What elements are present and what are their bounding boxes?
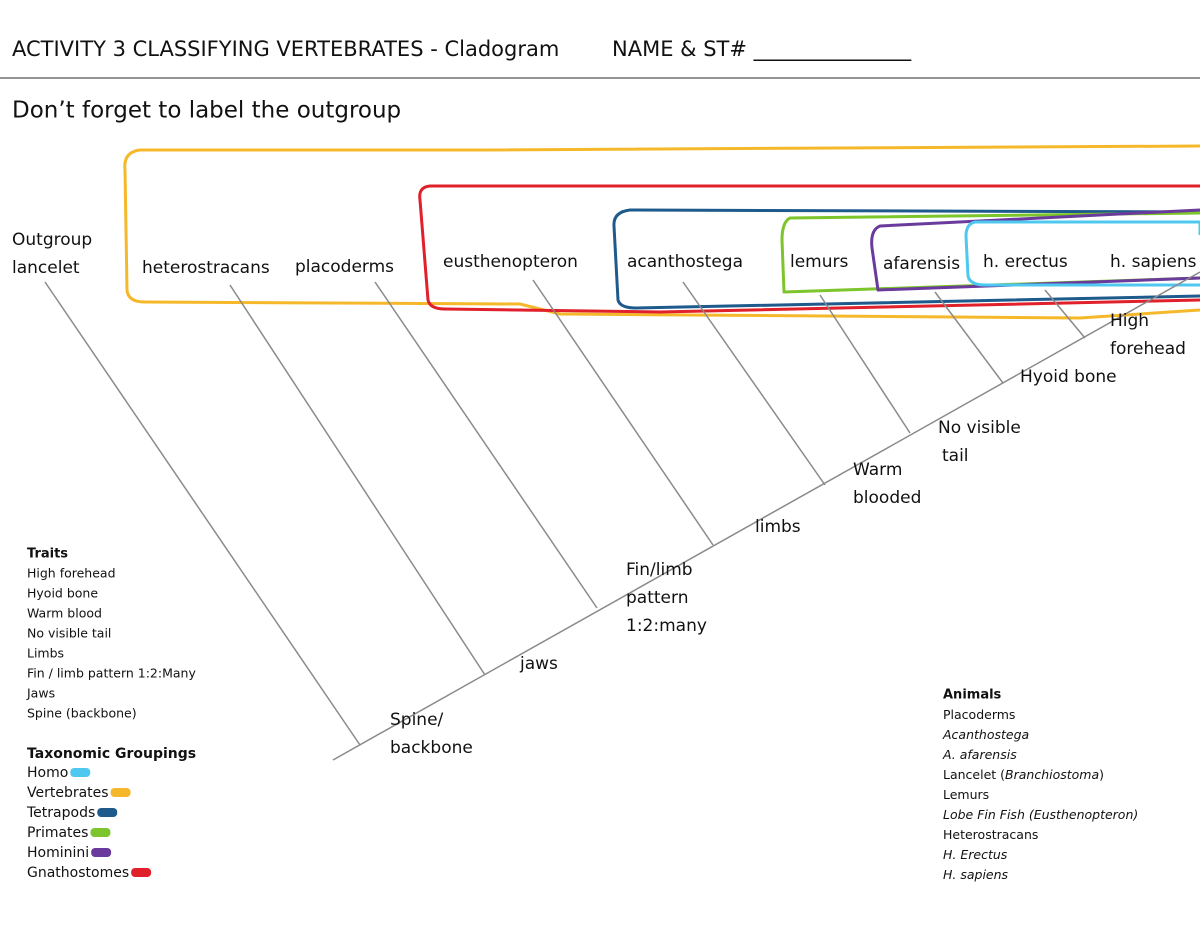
vertebrates-loop [123,144,1200,320]
trait-label: pattern [626,588,688,608]
animal-text: H. Erectus [943,847,1008,862]
taxon-label: placoderms [295,257,394,277]
tetrapods-loop [612,208,1200,310]
animal-item: Heterostracans [943,827,1038,842]
grouping-item: Hominini [27,845,89,861]
taxon-label: lemurs [790,252,849,272]
taxon-label: eusthenopteron [443,252,578,272]
taxon-label: acanthostega [627,252,743,272]
animal-item: Lobe Fin Fish (Eusthenopteron) [943,807,1138,822]
animal-text: Acanthostega [942,727,1029,742]
animal-item: Acanthostega [942,727,1029,742]
animal-item: Placoderms [943,707,1015,722]
key-item: Limbs [27,646,64,661]
animal-text: Lobe Fin Fish (Eusthenopteron) [943,807,1138,822]
grouping-item: Gnathostomes [27,865,129,881]
animal-item: A. afarensis [942,747,1017,762]
key-title: Traits [27,547,68,562]
taxon-label: h. erectus [983,252,1068,272]
trait-label: forehead [1110,339,1186,359]
instruction: Don’t forget to label the outgroup [12,98,401,124]
animal-text: Placoderms [943,707,1015,722]
trait-label: blooded [853,488,921,508]
trait-label: Spine/ [390,710,444,730]
grouping-swatch [97,808,118,817]
key-item: High forehead [27,566,116,581]
animal-item: H. sapiens [943,867,1009,882]
branch [682,281,826,486]
main-axis [332,271,1200,761]
hominini-loop [870,208,1200,292]
key-item: Fin / limb pattern 1:2:Many [27,666,196,681]
animal-text: Branchiostoma [1005,767,1099,782]
branch [229,284,486,676]
animal-text: ) [1099,767,1104,782]
taxon-label: heterostracans [142,258,270,278]
outgroup-label: Outgroup [12,230,92,250]
animal-item: H. Erectus [943,847,1008,862]
gnathostomes-loop [418,184,1200,314]
trait-label: Hyoid bone [1020,367,1117,387]
grouping-item: Tetrapods [26,805,95,821]
key-item: Warm blood [27,606,102,621]
branch [532,279,714,546]
trait-label: backbone [390,738,473,758]
branch [44,281,361,746]
trait-label: 1:2:many [626,616,707,636]
trait-label: tail [942,446,969,466]
branch [934,291,1004,384]
outgroup-label: lancelet [12,258,80,278]
trait-label: limbs [755,517,801,537]
key-item: Hyoid bone [27,586,98,601]
key-title: Taxonomic Groupings [27,746,196,762]
branch [374,281,598,609]
animal-text: Lancelet ( [943,767,1005,782]
grouping-item: Vertebrates [27,785,109,801]
animal-text: Lemurs [943,787,989,802]
primates-loop [780,211,1200,294]
taxon-label: h. sapiens [1110,252,1197,272]
trait-label: High [1110,311,1149,331]
grouping-swatch [70,768,91,777]
key-item: No visible tail [27,626,111,641]
grouping-swatch [131,868,152,877]
grouping-swatch [91,848,112,857]
grouping-swatch [90,828,111,837]
taxon-label: afarensis [883,254,960,274]
homo-loop [964,220,1200,287]
grouping-item: Homo [27,765,68,781]
key-item: Jaws [26,686,55,701]
branch [1044,289,1086,339]
animal-text: Heterostracans [943,827,1038,842]
animal-text: H. sapiens [943,867,1009,882]
trait-label: Warm [853,460,902,480]
trait-label: Fin/limb [626,560,693,580]
grouping-swatch [110,788,131,797]
grouping-item: Primates [27,825,88,841]
trait-label: No visible [938,418,1021,438]
animal-item: Lancelet (Branchiostoma) [943,767,1104,782]
key-title: Animals [943,688,1002,703]
title: ACTIVITY 3 CLASSIFYING VERTEBRATES - Cla… [12,37,559,61]
animal-item: Lemurs [943,787,989,802]
trait-label: jaws [519,654,558,674]
branch [819,294,911,434]
name-field[interactable]: NAME & ST# _______________ [612,37,912,62]
key-item: Spine (backbone) [27,706,137,721]
animal-text: A. afarensis [942,747,1017,762]
